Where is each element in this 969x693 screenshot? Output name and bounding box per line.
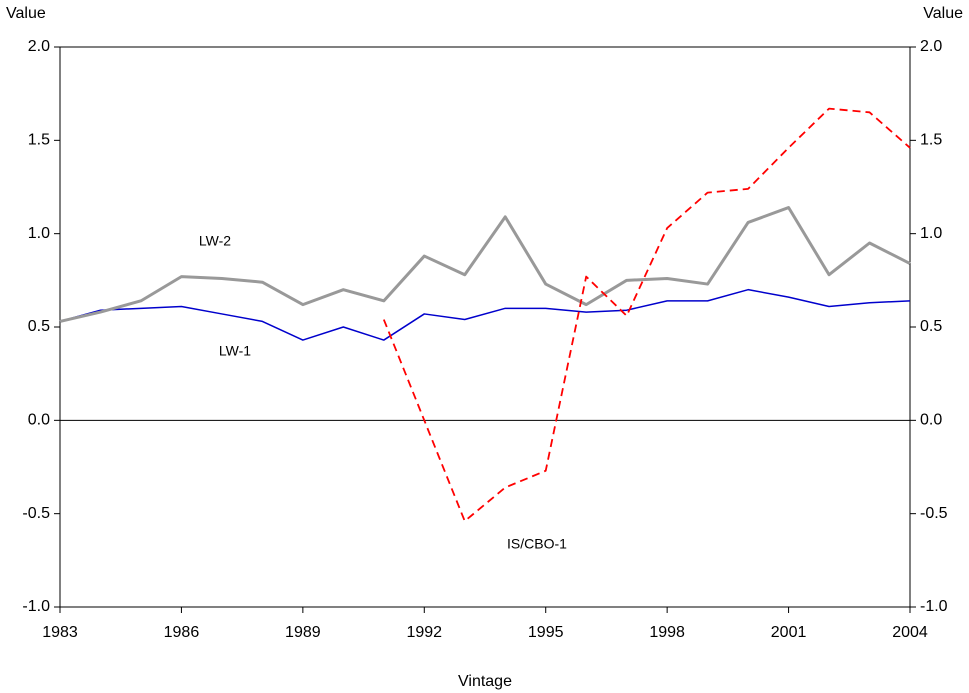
y2-tick-label: 1.0 [920,225,942,242]
series-annotation: LW-1 [219,343,251,359]
x-tick-label: 2001 [771,624,807,641]
y2-tick-label: -0.5 [920,505,948,522]
y2-tick-label: -1.0 [920,598,948,615]
y2-tick-label: 0.5 [920,318,942,335]
plot-frame [59,46,911,608]
y-tick-label: 1.0 [28,225,50,242]
series-line [59,206,911,323]
y-tick-label: 1.5 [28,132,50,149]
x-axis-label: Vintage [458,673,512,690]
y-tick-label: -1.0 [22,598,50,615]
y-tick-label: 2.0 [28,38,50,55]
series-annotation: IS/CBO-1 [507,536,567,552]
x-tick-label: 1992 [406,624,442,641]
series-line [59,288,911,341]
x-tick-label: 1995 [528,624,564,641]
y-tick-label: 0.5 [28,318,50,335]
y2-tick-label: 1.5 [920,132,942,149]
y2-tick-label: 0.0 [920,412,942,429]
y-tick-label: 0.0 [28,412,50,429]
x-tick-label: 1989 [285,624,321,641]
y-axis-label: Value [6,5,46,22]
x-tick-label: 1998 [649,624,685,641]
x-tick-label: 2004 [892,624,928,641]
series-line [382,107,911,523]
x-tick-label: 1983 [42,624,78,641]
y2-axis-label: Value [923,5,963,22]
series-annotation: LW-2 [199,233,231,249]
x-tick-label: 1986 [164,624,200,641]
y2-tick-label: 2.0 [920,38,942,55]
y-tick-label: -0.5 [22,505,50,522]
